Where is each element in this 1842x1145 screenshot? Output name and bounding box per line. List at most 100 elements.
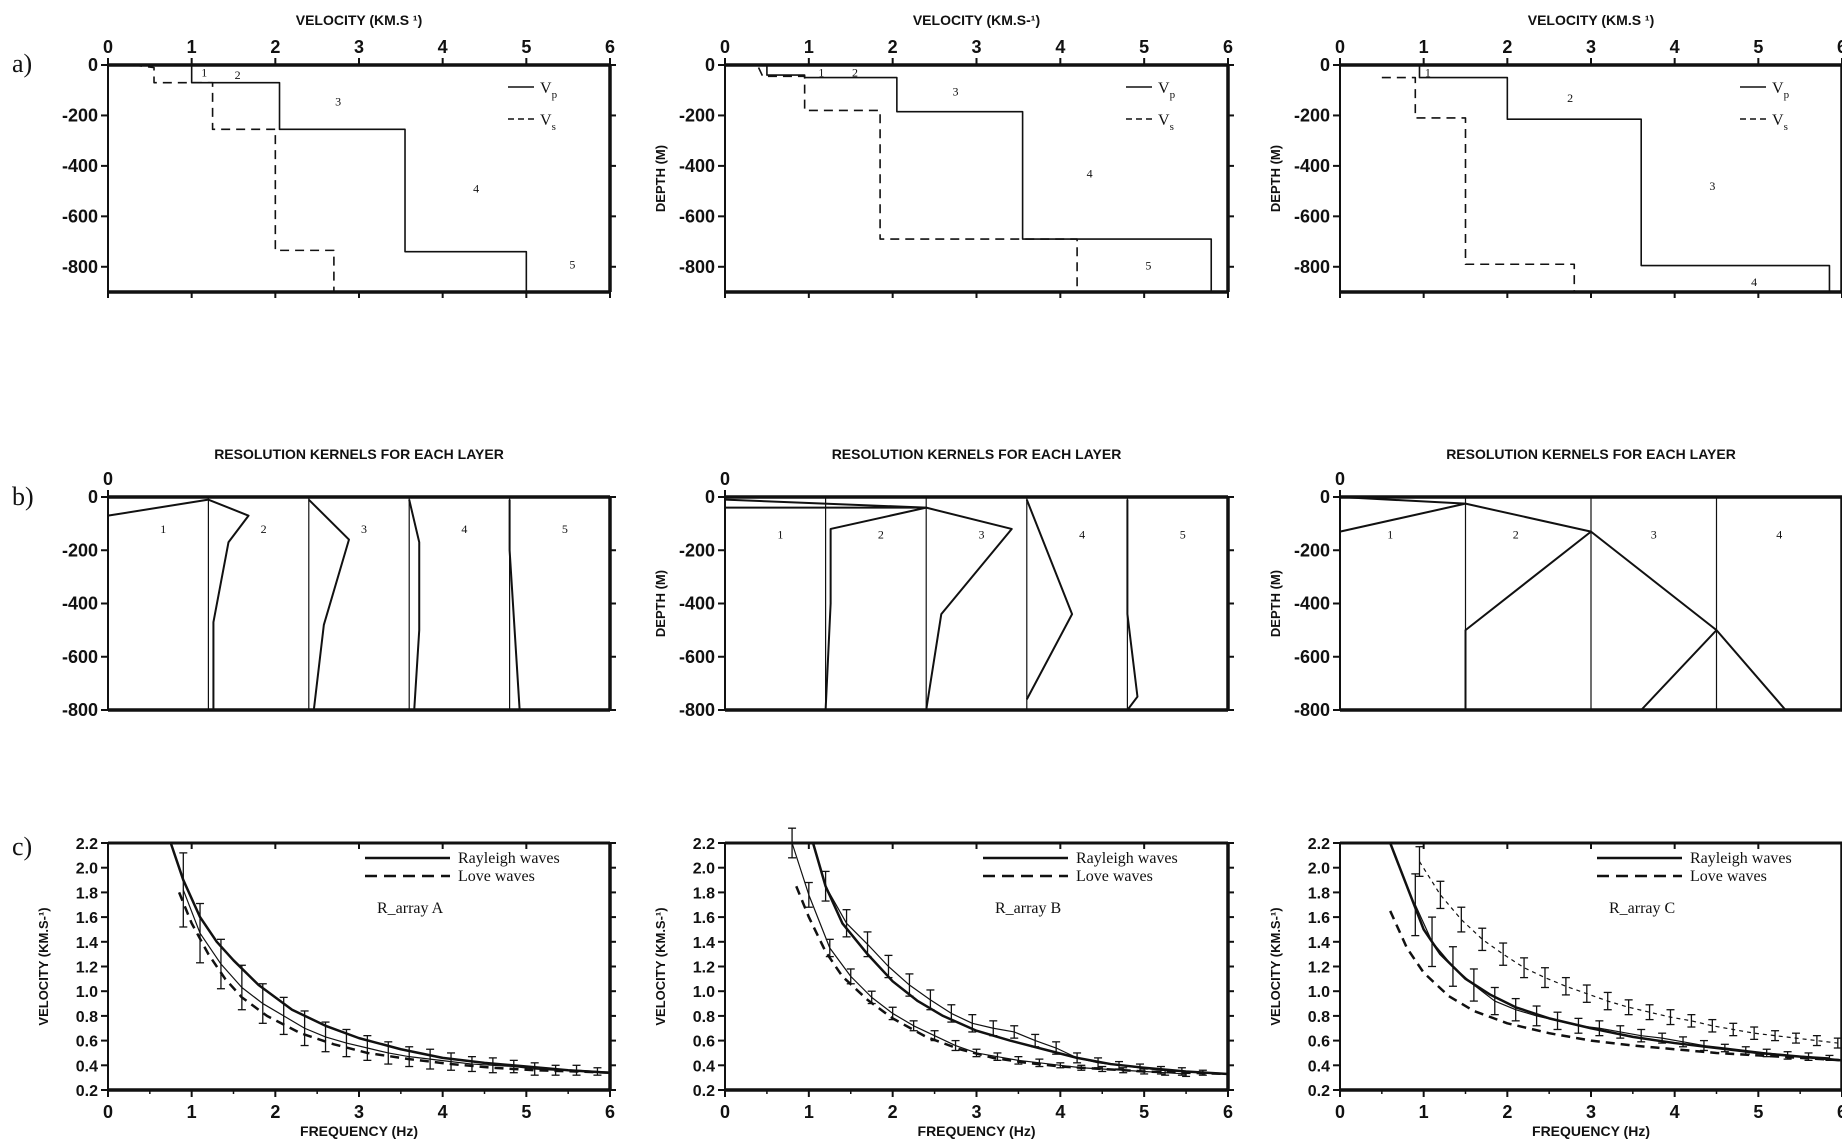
chart-title: RESOLUTION KERNELS FOR EACH LAYER	[832, 446, 1122, 462]
x-tick-label: 2	[270, 37, 280, 57]
legend-label: Vs	[1772, 112, 1788, 133]
x-tick-label: 4	[1055, 37, 1065, 57]
layer-label: 3	[361, 522, 367, 536]
layer-label: 1	[1387, 527, 1393, 541]
y-tick-label: 0.6	[76, 1034, 98, 1051]
y-axis-label: DEPTH (M)	[653, 145, 668, 212]
series-vp-line	[174, 64, 528, 292]
series-vp-line	[766, 65, 1213, 292]
legend-subscript: p	[1784, 89, 1790, 101]
y-tick-label: -200	[1294, 105, 1330, 125]
layer-label: 2	[235, 68, 241, 82]
x-tick-label: 2	[1502, 1102, 1512, 1122]
x-tick-label: 6	[1223, 37, 1233, 57]
y-tick-label: -200	[679, 105, 715, 125]
legend-label: Love waves	[1690, 868, 1767, 885]
chart-c-2: 0 1 2 3 4 5 6 0.2 0.4 0.6 0.8 1.0 1.2 1.4 1.6 1.8 2.0 2.2…	[653, 827, 1234, 1139]
x-tick-label: 5	[1139, 1102, 1149, 1122]
layer-label: 1	[160, 522, 166, 536]
series-4-line	[1715, 629, 1787, 711]
layer-label: 2	[261, 522, 267, 536]
y-tick-label: -600	[62, 206, 98, 226]
layer-label: 3	[953, 84, 959, 98]
x-axis-label: FREQUENCY (Hz)	[300, 1123, 418, 1139]
chart-title: RESOLUTION KERNELS FOR EACH LAYER	[1446, 446, 1736, 462]
legend-label: Vs	[540, 112, 556, 133]
layer-label: 1	[818, 66, 824, 80]
y-tick-label: -400	[679, 594, 715, 614]
series-1-line	[107, 498, 209, 517]
y-tick-label: -200	[62, 105, 98, 125]
x-tick-label: 0	[103, 37, 113, 57]
x-axis-label: FREQUENCY (Hz)	[918, 1123, 1036, 1139]
x-tick-label: 1	[1419, 1102, 1429, 1122]
series-observed-line	[182, 889, 598, 1073]
x-tick-label: 5	[521, 37, 531, 57]
y-tick-label: 0.6	[1308, 1034, 1330, 1051]
y-tick-label: 0.2	[1308, 1083, 1330, 1100]
layer-label: 1	[201, 66, 207, 80]
series-observed-love-line	[791, 842, 1187, 1075]
series-1-line	[1339, 496, 1467, 533]
series-vs-line	[133, 64, 335, 292]
legend-subscript: s	[1784, 121, 1788, 133]
layer-label: 4	[473, 182, 479, 196]
x-tick-label: 6	[605, 37, 615, 57]
x-tick-label: 0	[1335, 1102, 1345, 1122]
y-tick-label: 0	[1320, 55, 1330, 75]
y-tick-label: 1.0	[693, 984, 715, 1001]
x-tick-label: 2	[270, 1102, 280, 1122]
series-observed-love-line	[1418, 861, 1838, 1044]
layer-label: 2	[852, 66, 858, 80]
series-4-line	[1025, 499, 1074, 700]
x-axis-label: FREQUENCY (Hz)	[1532, 1123, 1650, 1139]
chart-a-1: VELOCITY (KM.S ¹) 0 1 2 3 4 5 6 0 -200 -400 -600 -80…	[62, 12, 616, 298]
y-tick-label: 1.8	[1308, 885, 1330, 902]
y-tick-label: 2.2	[1308, 836, 1330, 853]
legend-subscript: s	[552, 121, 556, 133]
y-tick-label: -400	[1294, 594, 1330, 614]
legend-note: R_array B	[995, 900, 1061, 917]
x-tick-label: 0	[1335, 469, 1345, 489]
x-tick-label: 3	[1586, 1102, 1596, 1122]
y-tick-label: 1.8	[76, 885, 98, 902]
y-axis-label: DEPTH (M)	[1268, 145, 1283, 212]
x-tick-label: 6	[1223, 1102, 1233, 1122]
x-tick-label: 1	[187, 37, 197, 57]
legend-label: Vp	[1158, 80, 1176, 101]
y-tick-label: 1.4	[76, 935, 98, 952]
x-tick-label: 5	[1753, 1102, 1763, 1122]
x-tick-label: 4	[1055, 1102, 1065, 1122]
y-tick-label: 1.6	[1308, 910, 1330, 927]
y-tick-label: 1.4	[1308, 935, 1330, 952]
series-4-line	[408, 499, 421, 711]
y-tick-label: 0	[88, 55, 98, 75]
x-tick-label: 6	[605, 1102, 615, 1122]
layer-label: 3	[335, 95, 341, 109]
y-tick-label: 2.2	[693, 836, 715, 853]
layer-label: 2	[878, 527, 884, 541]
layer-label: 3	[979, 527, 985, 541]
y-tick-label: -800	[679, 700, 715, 720]
layer-label: 1	[1425, 66, 1431, 80]
series-vs-line	[757, 67, 1078, 292]
series-2-line	[824, 506, 927, 711]
legend-subscript: p	[1170, 89, 1176, 101]
y-tick-label: 1.2	[76, 960, 98, 977]
y-axis-label: VELOCITY (KM.S-¹)	[1268, 907, 1283, 1025]
y-tick-label: 0.8	[76, 1009, 98, 1026]
y-tick-label: 0.4	[693, 1058, 715, 1075]
y-axis-label: DEPTH (M)	[653, 570, 668, 637]
layer-label: 5	[1145, 259, 1151, 273]
y-tick-label: 0.4	[1308, 1058, 1330, 1075]
y-tick-label: -400	[1294, 156, 1330, 176]
x-tick-label: 0	[720, 37, 730, 57]
y-tick-label: 1.0	[76, 984, 98, 1001]
chart-title: VELOCITY (KM.S-¹)	[913, 12, 1040, 28]
layer-label: 3	[1651, 527, 1657, 541]
series-5-line	[1126, 499, 1139, 711]
chart-a-2: VELOCITY (KM.S-¹) 0 1 2 3 4 5 6 0 -200 -400 -600 -80…	[653, 12, 1234, 298]
series-3-line	[308, 498, 350, 711]
layer-label: 2	[1567, 91, 1573, 105]
